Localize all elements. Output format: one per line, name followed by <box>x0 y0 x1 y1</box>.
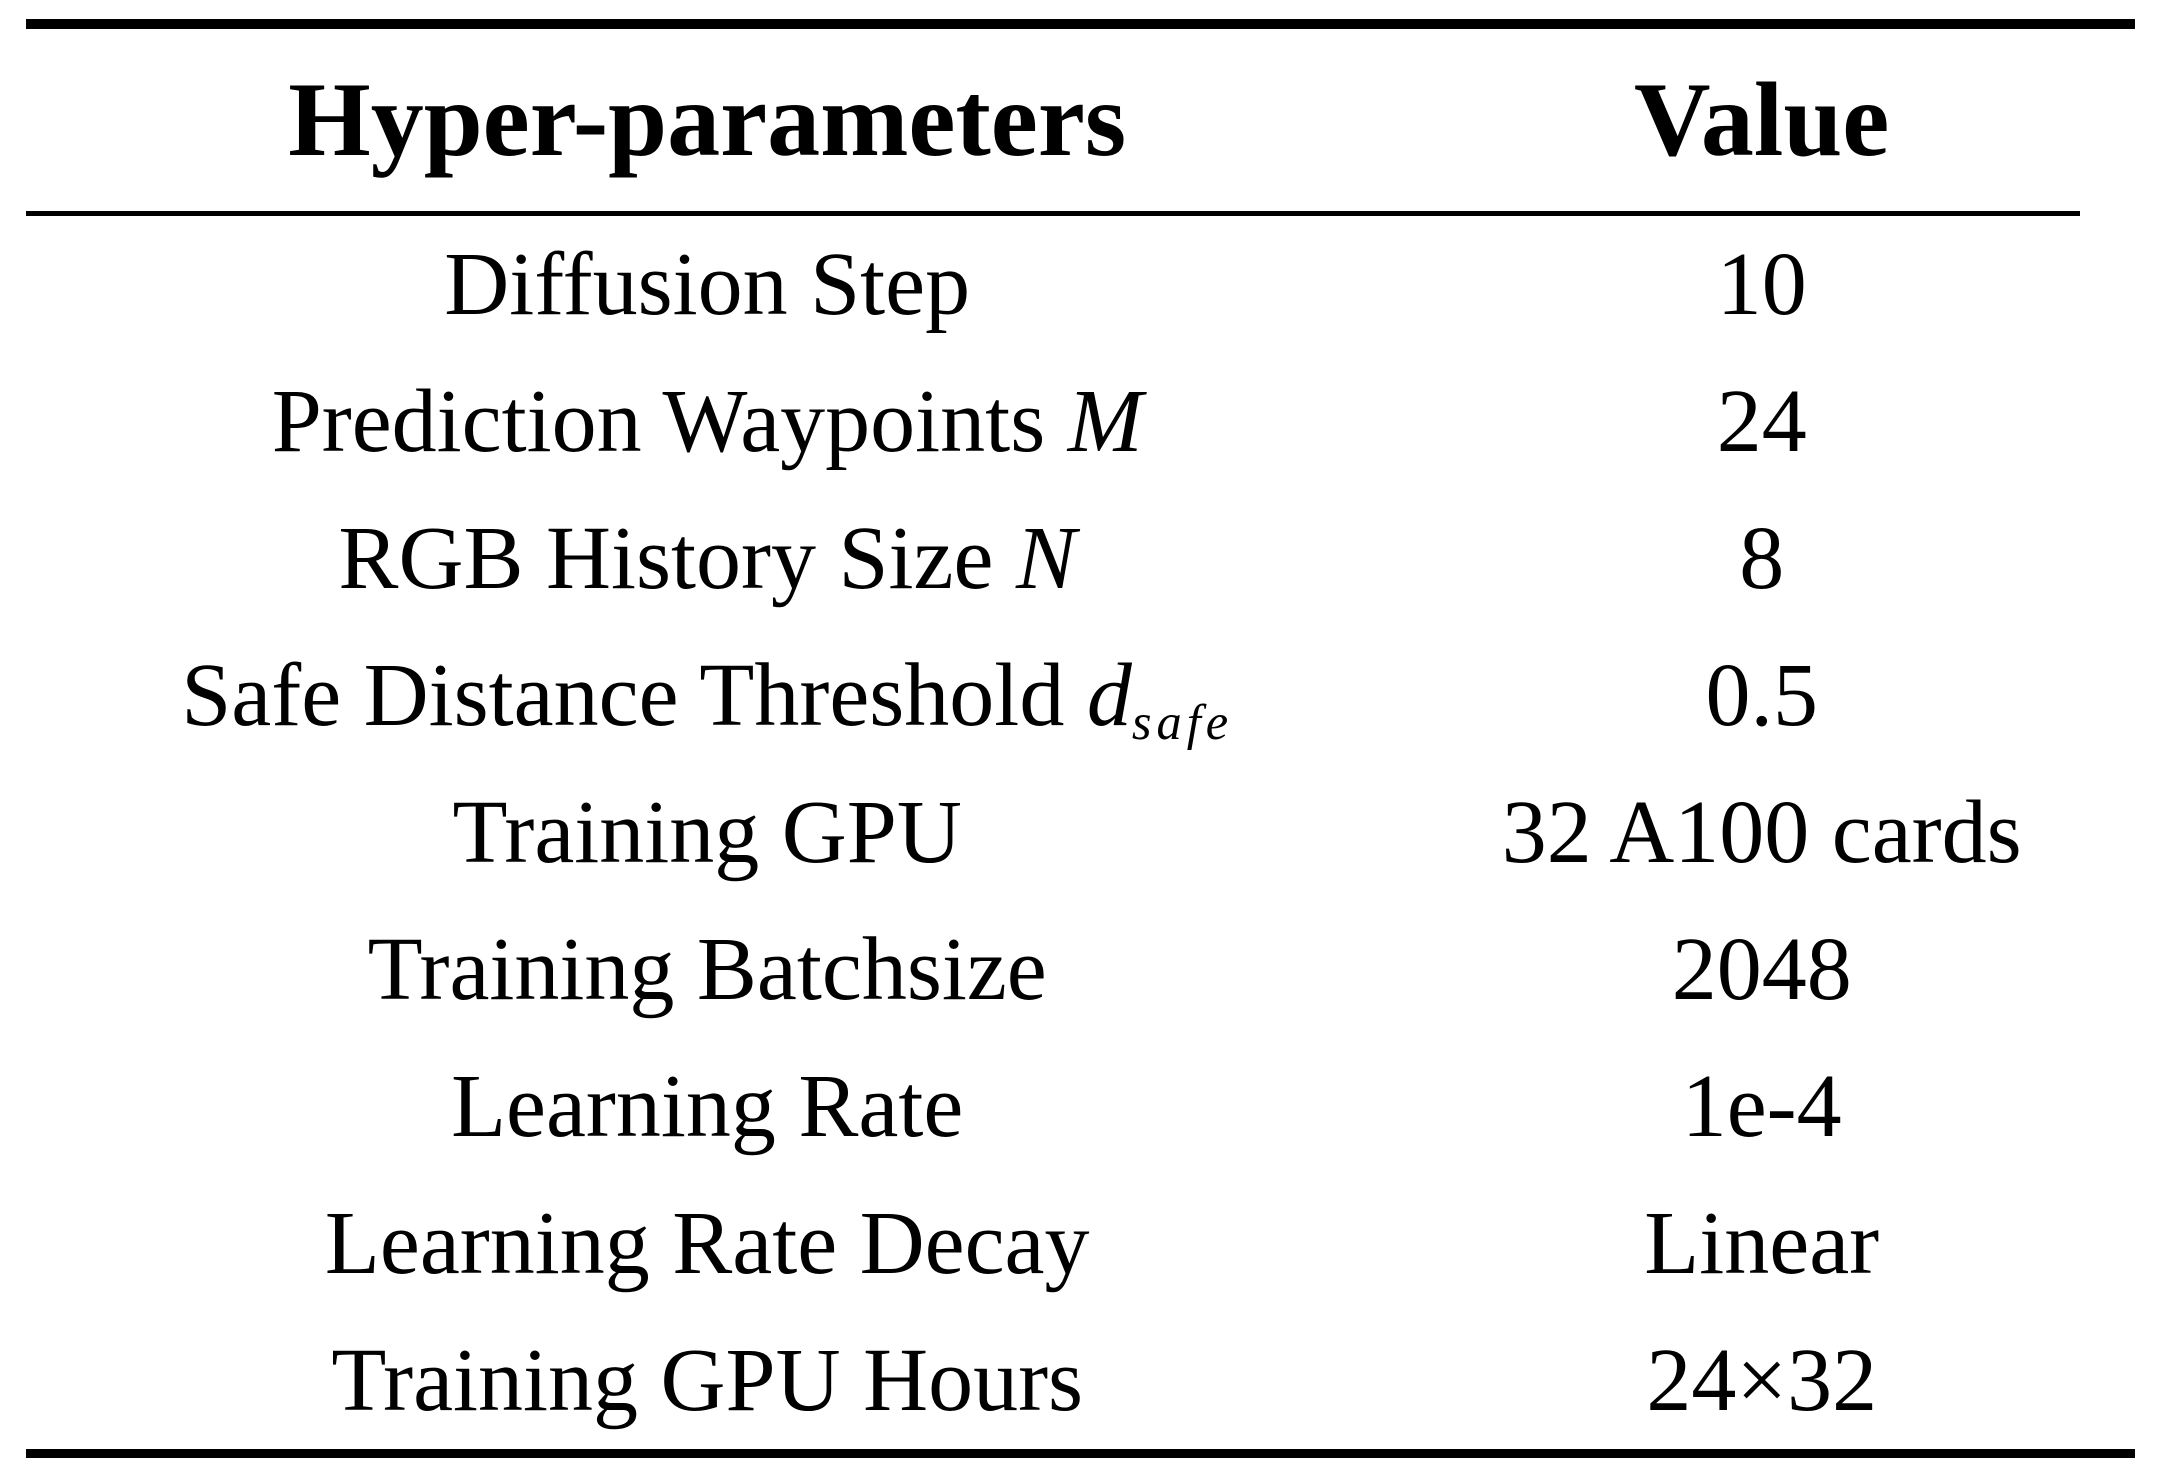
table-header-rule <box>26 211 2080 216</box>
table-row: Diffusion Step 10 <box>26 216 2135 353</box>
param-cell: Safe Distance Threshold dsafe <box>26 650 1388 747</box>
param-math-symbol: d <box>1086 645 1132 745</box>
table-row: Learning Rate Decay Linear <box>26 1175 2135 1312</box>
param-label: Training GPU <box>452 782 962 882</box>
param-cell: Learning Rate <box>26 1061 1388 1152</box>
value-cell: 2048 <box>1671 919 1852 1019</box>
param-label: RGB History Size <box>338 508 1016 608</box>
param-cell: Training GPU <box>26 787 1388 878</box>
param-label: Training GPU Hours <box>331 1330 1084 1430</box>
param-cell: RGB History Size N <box>26 513 1388 604</box>
column-header-hyperparameters: Hyper-parameters <box>288 61 1127 178</box>
table-row: Learning Rate 1e-4 <box>26 1038 2135 1175</box>
param-label: Prediction Waypoints <box>271 371 1068 471</box>
param-cell: Training Batchsize <box>26 924 1388 1015</box>
param-cell: Learning Rate Decay <box>26 1198 1388 1289</box>
param-label: Learning Rate <box>451 1056 964 1156</box>
table-bottom-rule <box>26 1449 2135 1458</box>
param-cell: Training GPU Hours <box>26 1335 1388 1426</box>
param-math-symbol: M <box>1067 371 1143 471</box>
value-cell: 1e-4 <box>1681 1056 1842 1156</box>
table-row: Safe Distance Threshold dsafe 0.5 <box>26 627 2135 764</box>
value-cell: 0.5 <box>1705 645 1818 745</box>
column-header-value: Value <box>1634 61 1890 178</box>
param-label: Training Batchsize <box>367 919 1047 1019</box>
param-label: Safe Distance Threshold <box>181 645 1087 745</box>
param-label: Learning Rate Decay <box>324 1193 1090 1293</box>
param-label: Diffusion Step <box>444 234 971 334</box>
table-header-row: Hyper-parameters Value <box>26 29 2135 211</box>
table-row: Training Batchsize 2048 <box>26 901 2135 1038</box>
value-cell: Linear <box>1644 1193 1880 1293</box>
value-cell: 8 <box>1739 508 1785 608</box>
table-row: RGB History Size N 8 <box>26 490 2135 627</box>
hyperparameters-table: Hyper-parameters Value Diffusion Step 10… <box>26 19 2135 1458</box>
value-cell: 32 A100 cards <box>1501 782 2022 882</box>
param-math-symbol: N <box>1015 508 1076 608</box>
param-cell: Diffusion Step <box>26 239 1388 330</box>
param-cell: Prediction Waypoints M <box>26 376 1388 467</box>
value-cell: 24 <box>1716 371 1807 471</box>
value-cell: 10 <box>1716 234 1807 334</box>
table-row: Training GPU 32 A100 cards <box>26 764 2135 901</box>
table-body: Diffusion Step 10 Prediction Waypoints M… <box>26 216 2135 1449</box>
table-row: Prediction Waypoints M 24 <box>26 353 2135 490</box>
value-cell: 24×32 <box>1646 1330 1878 1430</box>
param-subscript: safe <box>1131 693 1234 750</box>
table-row: Training GPU Hours 24×32 <box>26 1312 2135 1449</box>
table-top-rule <box>26 19 2135 29</box>
